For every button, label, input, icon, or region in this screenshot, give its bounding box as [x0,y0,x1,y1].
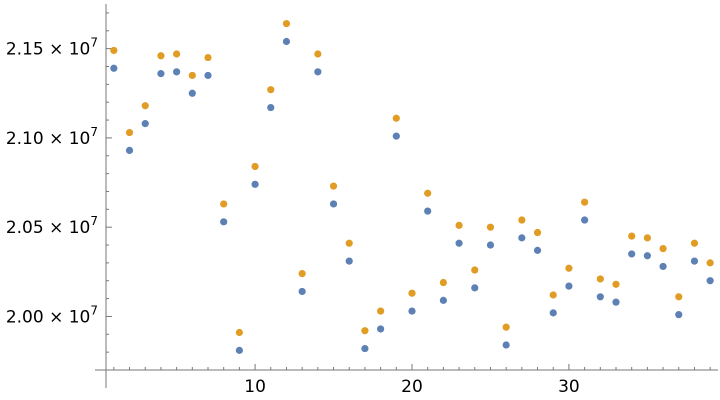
data-point [251,180,259,188]
data-point [329,182,338,190]
data-point [173,50,181,58]
data-point [612,298,620,306]
data-point [282,37,291,46]
data-point [408,289,416,297]
data-point [392,114,400,122]
data-point [204,53,212,62]
y-tick-label: 2.05 × 107 [6,214,98,238]
x-tick-label: 30 [558,377,580,397]
data-point [439,278,447,287]
data-point [486,223,495,231]
data-point [643,252,651,260]
y-tick-label: 2.15 × 107 [6,36,98,60]
data-point [361,344,369,353]
data-point [314,50,322,58]
data-point [235,346,243,354]
data-point [282,20,291,28]
data-point [329,200,338,208]
data-point [267,86,275,94]
data-point [549,309,557,317]
data-point [706,277,714,285]
data-point [173,68,181,76]
data-point [345,257,353,265]
data-point [628,232,636,240]
data-point [502,323,510,331]
data-point [110,64,118,72]
data-point [706,259,714,267]
data-point [424,207,432,215]
data-point [471,266,479,274]
data-point [204,71,212,80]
data-point [675,311,683,319]
data-point [298,269,306,278]
data-point [361,327,369,335]
data-point [628,250,636,258]
data-point [565,264,573,272]
data-point [314,68,322,76]
data-point [455,221,463,229]
data-points [110,20,714,354]
data-point [486,241,495,249]
data-point [502,341,510,349]
data-point [596,275,604,283]
data-point [643,234,651,242]
data-point [408,307,416,315]
data-point [424,189,432,197]
data-point [581,198,589,206]
series-2 [110,20,714,337]
data-point [267,103,275,112]
data-point [690,239,699,247]
data-point [581,216,589,224]
data-point [533,246,542,254]
data-point [110,46,118,55]
data-point [298,287,306,296]
data-point [235,328,243,337]
data-point [141,102,149,110]
data-point [659,244,667,253]
data-point [251,162,259,171]
data-point [439,296,447,304]
y-tick-label: 2.10 × 107 [6,125,98,149]
data-point [690,257,699,265]
data-point [596,293,604,301]
data-point [518,234,526,242]
data-point [377,325,385,333]
data-point [125,128,134,137]
data-point [392,132,400,140]
data-point [565,282,573,290]
series-1 [110,37,714,354]
data-point [612,280,620,288]
data-point [345,239,353,247]
data-point [220,200,228,208]
y-tick-label: 2.00 × 107 [6,303,98,327]
data-point [471,284,479,292]
data-point [125,146,134,154]
data-point [220,218,228,226]
data-point [675,293,683,301]
ticks [106,12,711,370]
data-point [157,52,165,60]
data-point [455,239,463,247]
data-point [188,71,196,80]
axes [95,4,718,388]
tick-labels: 10 20 30 2.00 × 107 2.05 × 107 2.10 × 107 2.15… [6,36,580,397]
data-point [157,70,165,78]
data-point [659,262,667,271]
data-point [188,89,196,97]
x-tick-label: 20 [401,377,423,397]
data-point [533,228,542,237]
data-point [549,291,557,299]
x-tick-label: 10 [244,377,266,397]
data-point [141,120,149,128]
data-point [518,216,526,224]
data-point [377,307,385,315]
